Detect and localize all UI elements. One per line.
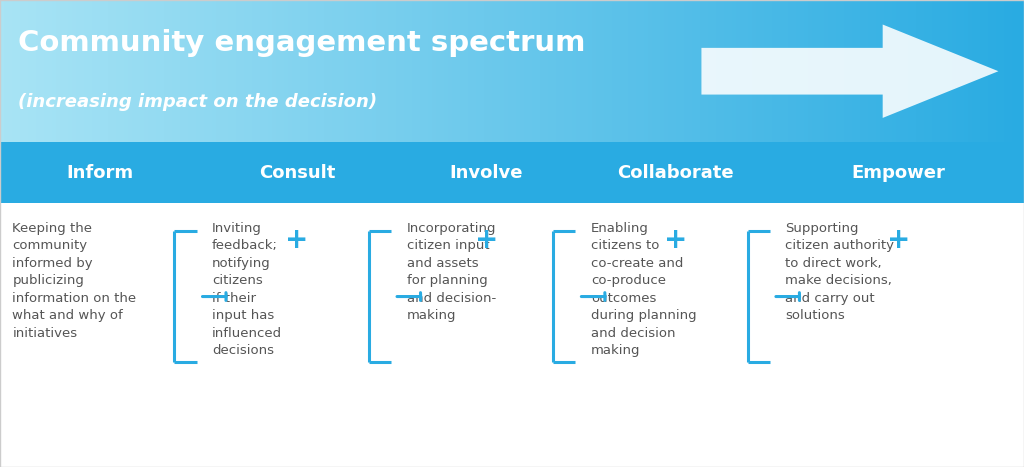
Text: Collaborate: Collaborate — [617, 164, 734, 182]
Text: Inform: Inform — [67, 164, 133, 182]
Text: Community engagement spectrum: Community engagement spectrum — [18, 29, 586, 57]
Bar — [0, 203, 1024, 467]
Text: +: + — [286, 226, 308, 255]
Text: Involve: Involve — [450, 164, 523, 182]
Bar — [0, 142, 1024, 203]
Polygon shape — [701, 24, 998, 118]
Text: Supporting
citizen authority
to direct work,
make decisions,
and carry out
solut: Supporting citizen authority to direct w… — [785, 222, 894, 322]
Text: +: + — [475, 226, 498, 255]
Text: Incorporating
citizen input
and assets
for planning
and decision-
making: Incorporating citizen input and assets f… — [407, 222, 496, 322]
Text: Keeping the
community
informed by
publicizing
information on the
what and why of: Keeping the community informed by public… — [12, 222, 136, 340]
Text: Consult: Consult — [259, 164, 335, 182]
Text: Empower: Empower — [852, 164, 945, 182]
Text: (increasing impact on the decision): (increasing impact on the decision) — [18, 92, 378, 111]
Text: Enabling
citizens to
co-create and
co-produce
outcomes
during planning
and decis: Enabling citizens to co-create and co-pr… — [591, 222, 696, 357]
Text: Inviting
feedback;
notifying
citizens
if their
input has
influenced
decisions: Inviting feedback; notifying citizens if… — [212, 222, 282, 357]
Text: +: + — [887, 226, 910, 255]
Text: +: + — [665, 226, 687, 255]
